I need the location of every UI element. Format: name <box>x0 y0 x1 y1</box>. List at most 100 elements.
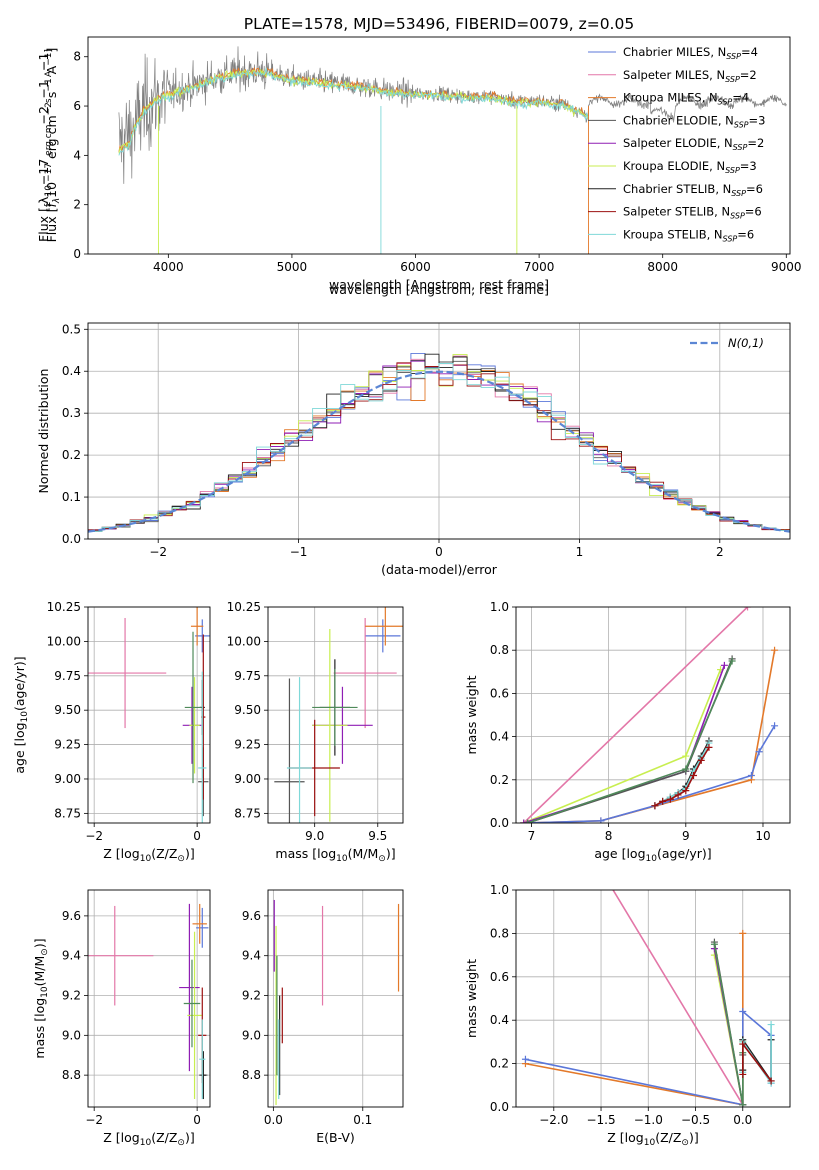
mass-weight-vs-z-plot-area <box>521 890 775 1107</box>
y-tick-label: 9.0 <box>62 1028 81 1042</box>
spectrum-axes: 4000 5000 6000 7000 8000 9000 0 2 4 6 8 wavelength … <box>36 36 802 297</box>
x-tick-label: 0.0 <box>733 1113 752 1127</box>
label-part: −2 <box>36 106 51 124</box>
plots-container: 4000 5000 6000 7000 8000 900002468wavelength … <box>12 36 802 1148</box>
y-tick-label: 0.8 <box>490 643 509 657</box>
figure-title: PLATE=1578, MJD=53496, FIBERID=0079, z=0… <box>244 15 634 33</box>
label-part: )] <box>185 846 195 861</box>
mass-weight-marker-kroupa_elodie <box>682 752 690 760</box>
y-tick-label: 9.00 <box>234 772 261 786</box>
y-axis-label: Flux [fλ10−17 erg cm−2 s−1 A−1] <box>44 48 62 243</box>
x-tick-label: 0.1 <box>353 1113 372 1127</box>
label-part: (age/yr)] <box>657 846 712 861</box>
x-tick-label: 9.5 <box>368 829 387 843</box>
mass-weight-marker-chabrier_miles <box>521 1055 529 1063</box>
y-tick-label: 9.4 <box>62 949 81 963</box>
x-tick-label: 0.0 <box>264 1113 283 1127</box>
y-axis-label: mass weight <box>464 675 479 754</box>
mass-vs-ebv-frame <box>267 889 404 1108</box>
mass-vs-z-frame <box>87 889 211 1108</box>
mass-weight-marker-chabrier_miles <box>597 817 605 823</box>
y-tick-label: 10.00 <box>47 634 81 648</box>
x-tick-label: −2 <box>149 545 167 559</box>
y-tick-label: 9.50 <box>54 703 81 717</box>
mass-weight-marker-salpeter_stelib <box>767 1077 775 1085</box>
x-tick-label: 1 <box>576 545 584 559</box>
label-part: erg cm <box>44 124 54 158</box>
y-tick-label: 10.00 <box>227 634 261 648</box>
label-part: Z [log <box>103 1130 139 1145</box>
y-axis-label: mass weight <box>464 959 479 1038</box>
mass-weight-line-salpeter_miles <box>612 890 744 1106</box>
label-part: (age/yr)] <box>12 656 27 711</box>
y-tick-label: 8.8 <box>242 1068 261 1082</box>
x-tick-label: −2.0 <box>539 1113 568 1127</box>
x-tick-label: 9000 <box>771 260 802 274</box>
age-vs-mass-plot-area <box>274 607 403 823</box>
legend-label-chabrier_miles: Chabrier MILES, NSSP=4 <box>623 45 758 61</box>
x-tick-label: 0 <box>193 829 201 843</box>
label-part: Z [log <box>607 1130 643 1145</box>
x-axis-label: Z [log10(Z/Z⊙)] <box>103 846 194 864</box>
legend-label-kroupa_elodie: Kroupa ELODIE, NSSP=3 <box>623 159 757 175</box>
label-part: s <box>44 98 54 106</box>
label-part: ] <box>44 49 54 53</box>
mass-weight-marker-green <box>710 940 718 948</box>
y-tick-label: 9.50 <box>234 703 261 717</box>
x-tick-label: 0 <box>435 545 443 559</box>
y-tick-label: 0.0 <box>490 1100 509 1114</box>
label-part: (Z/Z <box>655 1130 681 1145</box>
y-tick-label: 0.2 <box>490 773 509 787</box>
mass-weight-marker-salpeter_stelib <box>674 791 682 799</box>
mass-weight-marker-chabrier_miles <box>771 722 779 730</box>
x-tick-label: 4000 <box>153 260 184 274</box>
y-axis-label: Flux [fλ10−17 erg cm−2 s−1 A−1] <box>36 49 54 242</box>
label-part: Z [log <box>103 846 139 861</box>
mass-weight-marker-salpeter_stelib <box>705 743 713 751</box>
label-part: λ <box>36 196 51 204</box>
x-axis-label: wavelength [Angstrom, rest frame] <box>329 282 549 297</box>
mass-weight-marker-kroupa_miles <box>771 646 779 654</box>
x-tick-label: −0.5 <box>681 1113 710 1127</box>
y-axis-label: age [log10(age/yr)] <box>12 656 30 773</box>
y-tick-label: 0.6 <box>490 686 509 700</box>
label-part: )] <box>32 938 47 948</box>
mass-weight-marker-salpeter_stelib <box>697 756 705 764</box>
y-tick-label: 1.0 <box>490 883 509 897</box>
mass-weight-marker-salpeter_stelib <box>659 797 667 805</box>
mass-weight-marker-salpeter_stelib <box>739 1070 747 1078</box>
label-part: 10 <box>646 854 658 864</box>
mass-weight-marker-chabrier_miles <box>755 748 763 756</box>
y-tick-label: 4 <box>73 148 81 162</box>
y-tick-label: 9.00 <box>54 772 81 786</box>
mass-weight-marker-salpeter_stelib <box>682 787 690 795</box>
x-axis-label: (data-model)/error <box>381 562 498 577</box>
label-part: mass [log <box>275 846 336 861</box>
spectrum-legend: Chabrier MILES, NSSP=4 Salpeter MILES, NS… <box>588 45 765 243</box>
mass-weight-marker-chabrier_miles <box>747 771 755 779</box>
age-vs-z-plot-area <box>88 607 210 823</box>
x-tick-label: 7 <box>528 829 536 843</box>
residual-legend: N(0,1) <box>690 336 764 350</box>
legend-label-salpeter_miles: Salpeter MILES, NSSP=2 <box>623 68 757 84</box>
label-part: ⊙ <box>378 854 386 864</box>
label-part: −1 <box>36 53 51 71</box>
y-tick-label: 2 <box>73 198 81 212</box>
mass-vs-z-plot-area <box>88 903 209 1100</box>
y-tick-label: 8.8 <box>62 1068 81 1082</box>
y-tick-label: 9.4 <box>242 949 261 963</box>
x-axis-label: Z [log10(Z/Z⊙)] <box>607 1130 698 1148</box>
residuals-axes: −2 −1 0 1 2 0.0 0.1 0.2 0.3 0.4 0.5 (data-model)/er… <box>36 322 791 577</box>
y-tick-label: 8 <box>73 50 81 64</box>
y-tick-label: 0.2 <box>490 1057 509 1071</box>
label-part: Flux [ <box>36 207 51 242</box>
y-tick-label: 0.8 <box>490 926 509 940</box>
mass-weight-line-salpeter_miles <box>523 607 749 823</box>
label-part: age [log <box>12 722 27 773</box>
legend-label-chabrier_elodie: Chabrier ELODIE, NSSP=3 <box>623 113 765 129</box>
label-part: )] <box>689 1130 699 1145</box>
age-vs-mass-axes: 9.0 9.5 8.75 9.00 9.25 9.50 9.75 10.00 10.25 mass… <box>227 600 404 864</box>
